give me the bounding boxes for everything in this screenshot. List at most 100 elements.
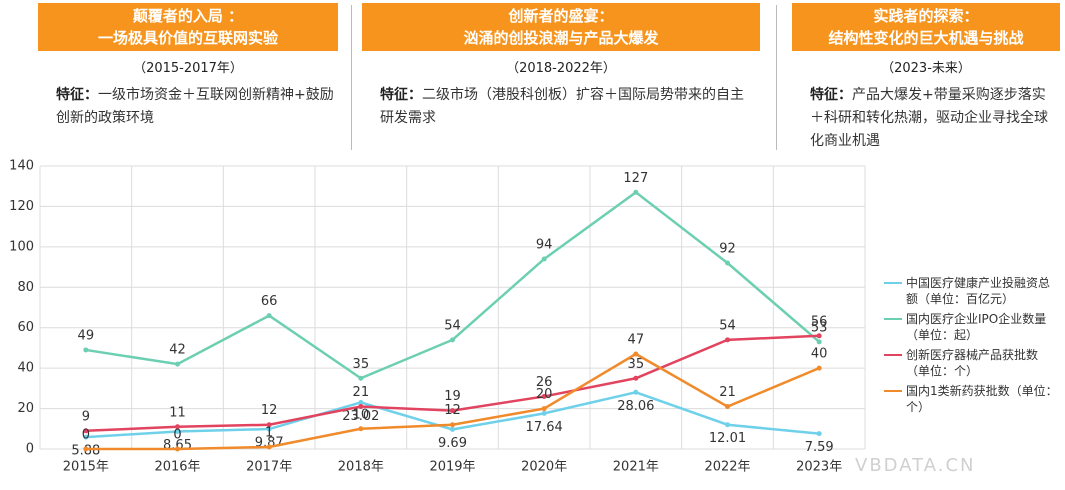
feature-text: 一级市场资金＋互联网创新精神+鼓励创新的政策环境	[56, 87, 334, 126]
legend-label: 中国医疗健康产业投融资总额（单位：百亿元）	[906, 276, 1051, 306]
value-label: 94	[536, 237, 553, 252]
feature-label: 特征：	[810, 87, 852, 103]
stage-feature: 特征：一级市场资金＋互联网创新精神+鼓励创新的政策环境	[38, 84, 338, 130]
point	[266, 313, 272, 319]
series-line	[85, 190, 820, 380]
value-label: 9.69	[438, 436, 467, 451]
point	[450, 337, 455, 343]
point	[725, 422, 730, 428]
value-label: 92	[719, 242, 736, 257]
point	[725, 404, 730, 410]
y-tick-label: 60	[17, 320, 34, 335]
legend-swatch	[884, 390, 902, 392]
stage-title: 颠覆者的入局 ：	[132, 7, 244, 25]
value-label: 0	[173, 428, 181, 443]
value-label: 35	[353, 357, 370, 372]
x-tick-label: 2023年	[796, 460, 842, 475]
value-label: 66	[261, 294, 278, 309]
y-tick-label: 100	[9, 239, 34, 254]
value-label: 9	[82, 409, 90, 424]
value-label: 127	[623, 171, 648, 186]
value-label: 0	[82, 428, 90, 443]
point	[266, 426, 272, 432]
legend-item: 创新医疗器械产品获批数（单位：个）	[884, 347, 1059, 379]
value-label: 26	[536, 375, 553, 390]
point	[83, 347, 89, 353]
value-label: 54	[444, 318, 461, 333]
value-label: 54	[719, 318, 736, 333]
x-tick-label: 2021年	[613, 460, 659, 475]
legend-swatch	[884, 318, 902, 320]
watermark: VBDATA.CN	[855, 455, 976, 476]
x-tick-label: 2018年	[338, 460, 384, 475]
value-label: 53	[811, 320, 828, 335]
point	[358, 404, 364, 410]
y-tick-label: 140	[9, 159, 34, 174]
point	[541, 393, 547, 399]
stage-subtitle: 汹涌的创投浪潮与产品大爆发	[463, 29, 659, 47]
value-label: 20	[536, 387, 553, 402]
stage-subtitle: 结构性变化的巨大机遇与挑战	[828, 29, 1024, 47]
feature-text: 二级市场（港股科创板）扩容＋国际局势带来的自主研发需求	[380, 87, 744, 126]
point	[541, 410, 547, 416]
x-tick-label: 2019年	[429, 460, 475, 475]
feature-text: 产品大爆发+带量采购逐步落实＋科研和转化热潮，驱动企业寻找全球化商业机遇	[810, 87, 1048, 149]
stage-feature: 特征：二级市场（港股科创板）扩容＋国际局势带来的自主研发需求	[362, 84, 760, 130]
x-tick-label: 2016年	[154, 460, 200, 475]
legend-item: 国内医疗企业IPO企业数量（单位：起）	[884, 311, 1059, 343]
value-label: 28.06	[617, 399, 654, 414]
point	[83, 434, 89, 440]
point	[450, 426, 455, 432]
point	[175, 429, 180, 435]
point	[633, 375, 639, 381]
point	[633, 389, 639, 395]
value-label: 35	[628, 357, 645, 372]
legend-swatch	[884, 282, 902, 284]
x-tick-label: 2022年	[704, 460, 750, 475]
value-label: 23.02	[342, 409, 379, 424]
legend-item: 国内1类新药获批数（单位：个）	[884, 383, 1059, 415]
point	[358, 426, 364, 432]
value-label: 17.64	[526, 420, 563, 435]
stage-box: 实践者的探索： 结构性变化的巨大机遇与挑战	[792, 3, 1060, 51]
value-label: 12	[261, 403, 278, 418]
feature-label: 特征：	[56, 87, 98, 103]
point	[175, 446, 180, 452]
value-label: 12.01	[709, 431, 746, 446]
point	[83, 428, 89, 434]
point	[541, 256, 547, 262]
point	[633, 189, 639, 195]
value-label: 40	[811, 347, 828, 362]
point	[816, 431, 822, 437]
legend-label: 创新医疗器械产品获批数（单位：个）	[906, 348, 1039, 378]
stage-subtitle: 一场极具价值的互联网实验	[97, 29, 278, 47]
point	[633, 351, 639, 357]
value-label: 42	[169, 343, 186, 358]
point	[83, 446, 89, 452]
point	[266, 444, 272, 450]
value-label: 7.59	[805, 440, 834, 455]
legend-label: 国内医疗企业IPO企业数量（单位：起）	[906, 312, 1047, 342]
y-tick-label: 0	[26, 442, 34, 457]
value-label: 10	[353, 407, 370, 422]
feature-label: 特征：	[380, 87, 422, 103]
stage-title: 创新者的盛宴：	[508, 7, 614, 25]
point	[541, 406, 547, 412]
value-label: 56	[811, 314, 828, 329]
legend-item: 中国医疗健康产业投融资总额（单位：百亿元）	[884, 275, 1059, 307]
value-label: 21	[719, 385, 736, 400]
point	[450, 408, 455, 414]
y-tick-label: 40	[17, 361, 34, 376]
value-label: 21	[353, 385, 370, 400]
stage-title: 实践者的探索：	[873, 7, 979, 25]
legend: 中国医疗健康产业投融资总额（单位：百亿元） 国内医疗企业IPO企业数量（单位：起）…	[884, 275, 1059, 419]
stage: 颠覆者的入局 ： 一场极具价值的互联网实验 （2015-2017年） 特征：一级市场资…	[38, 3, 338, 130]
y-tick-label: 80	[17, 280, 34, 295]
y-tick-label: 20	[17, 401, 34, 416]
point	[725, 337, 730, 343]
value-label: 47	[628, 332, 645, 347]
x-tick-label: 2020年	[521, 460, 567, 475]
stage-box: 创新者的盛宴： 汹涌的创投浪潮与产品大爆发	[362, 3, 760, 51]
value-label: 19	[444, 389, 461, 404]
